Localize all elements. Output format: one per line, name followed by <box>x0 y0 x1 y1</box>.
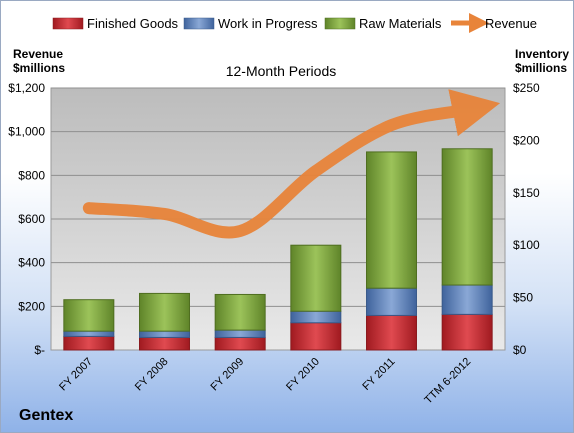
right-tick-label: $150 <box>513 186 540 200</box>
category-label: FY 2008 <box>133 356 171 394</box>
left-tick-label: $1,200 <box>8 81 45 95</box>
right-tick-label: $50 <box>513 291 533 305</box>
bar-work-in-progress <box>63 330 115 337</box>
bar-work-in-progress <box>366 287 417 316</box>
gridlines <box>51 87 505 307</box>
legend-item-revenue: Revenue <box>451 13 537 33</box>
legend-item-finished-goods: Finished Goods <box>52 16 179 31</box>
bar-work-in-progress <box>139 330 190 338</box>
right-tick-label: $100 <box>513 238 540 252</box>
left-axis-title-line1: Revenue <box>13 47 63 61</box>
legend-item-work-in-progress: Work in Progress <box>183 16 318 31</box>
right-tick-label: $200 <box>513 133 540 147</box>
bar-finished-goods <box>214 336 266 351</box>
bar-work-in-progress <box>441 284 493 315</box>
bar-raw-materials <box>366 151 417 289</box>
left-tick-label: $200 <box>18 299 45 313</box>
legend-label-work-in-progress: Work in Progress <box>218 16 318 31</box>
legend-swatch-raw-materials <box>324 17 356 30</box>
left-tick-label: $1,000 <box>8 125 45 139</box>
bar-raw-materials <box>63 299 115 332</box>
legend: Finished Goods Work in Progress Raw Mate… <box>52 13 537 33</box>
revenue-line-path <box>82 89 501 239</box>
legend-label-raw-materials: Raw Materials <box>359 16 442 31</box>
right-axis-title-line1: Inventory <box>515 47 569 61</box>
revenue-line <box>82 89 501 239</box>
company-name: Gentex <box>19 407 74 424</box>
legend-item-raw-materials: Raw Materials <box>324 16 442 31</box>
legend-swatch-work-in-progress <box>183 17 215 30</box>
bar-finished-goods <box>139 336 190 351</box>
left-tick-label: $600 <box>18 212 45 226</box>
bar-work-in-progress <box>214 329 266 338</box>
bar-raw-materials <box>214 293 266 331</box>
category-label: FY 2011 <box>360 356 397 393</box>
bar-raw-materials <box>139 292 190 332</box>
bar-raw-materials <box>441 148 493 286</box>
right-axis-title-line2: $millions <box>515 61 567 75</box>
bar-finished-goods <box>441 313 493 351</box>
left-axis-title-line2: $millions <box>13 61 65 75</box>
bar-finished-goods <box>290 322 342 351</box>
bar-work-in-progress <box>290 310 342 324</box>
bar-finished-goods <box>63 335 115 351</box>
category-label: FY 2007 <box>57 356 95 394</box>
left-tick-label: $- <box>34 343 45 357</box>
inventory-bars <box>63 148 493 351</box>
category-label: FY 2009 <box>209 356 247 394</box>
legend-swatch-finished-goods <box>52 17 84 30</box>
category-label: TTM 6-2012 <box>422 356 473 407</box>
left-tick-label: $800 <box>18 168 45 182</box>
bar-finished-goods <box>366 314 417 351</box>
right-tick-label: $0 <box>513 343 527 357</box>
bar-raw-materials <box>290 244 342 312</box>
right-tick-label: $250 <box>513 81 540 95</box>
legend-label-finished-goods: Finished Goods <box>87 16 179 31</box>
chart-title: 12-Month Periods <box>226 63 337 79</box>
category-label: FY 2010 <box>284 356 322 394</box>
legend-label-revenue: Revenue <box>485 16 537 31</box>
left-tick-label: $400 <box>18 256 45 270</box>
